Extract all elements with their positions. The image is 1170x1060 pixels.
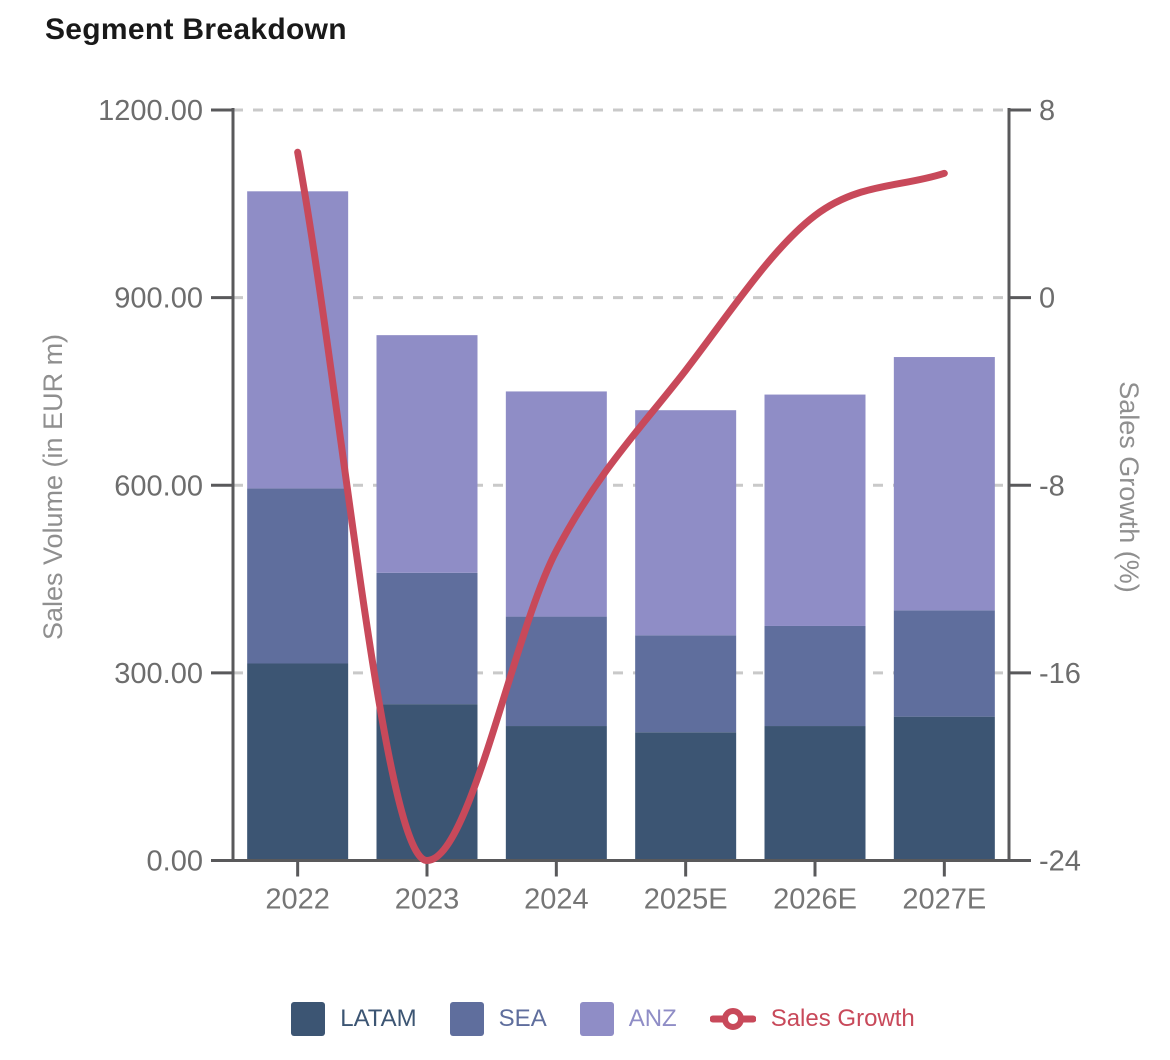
x-category-label: 2025E <box>644 884 728 916</box>
bar-segment-anz-2024 <box>505 391 607 617</box>
chart-title: Segment Breakdown <box>45 13 347 46</box>
right-tick-label: -8 <box>1039 470 1065 502</box>
growth-curve <box>294 148 948 864</box>
right-tick-label: -16 <box>1039 658 1081 690</box>
legend-label-latam: LATAM <box>340 1005 417 1032</box>
bar-segment-latam-2022 <box>247 663 349 861</box>
right-tick-label: 8 <box>1039 95 1055 127</box>
bar-segment-latam-2026E <box>764 726 866 861</box>
bar-segment-latam-2027E <box>893 716 995 861</box>
x-category-label: 2026E <box>773 884 857 916</box>
bar-segment-sea-2025E <box>635 635 737 733</box>
bar-segment-anz-2026E <box>764 394 866 626</box>
right-axis-title: Sales Growth (%) <box>1114 381 1144 593</box>
legend-label-sea: SEA <box>498 1005 547 1032</box>
sales-growth-line-icon <box>709 1006 756 1032</box>
bar-segment-sea-2027E <box>893 610 995 717</box>
sales-growth-line <box>294 148 948 864</box>
axes: 0.00 300.00 600.00 900.00 1200.00 -24 -16 -8 0 8 2… <box>98 95 1081 916</box>
left-tick-label: 900.00 <box>114 283 203 315</box>
legend-label-sales-growth: Sales Growth <box>770 1005 915 1032</box>
stacked-bars <box>247 191 995 861</box>
legend-ring <box>721 1008 744 1030</box>
bar-segment-anz-2027E <box>893 357 995 611</box>
left-tick-label: 1200.00 <box>98 95 203 127</box>
legend-item-sea[interactable]: SEA <box>449 1002 547 1036</box>
bar-segment-anz-2023 <box>376 335 478 573</box>
x-category-label: 2022 <box>265 884 330 916</box>
right-tick-label: 0 <box>1039 283 1055 315</box>
left-tick-label: 600.00 <box>114 470 203 502</box>
gridlines <box>233 108 1009 675</box>
bar-segment-sea-2023 <box>376 572 478 705</box>
legend: LATAM SEA ANZ Sales Growth <box>18 1002 1170 1036</box>
bar-segment-anz-2025E <box>635 410 737 636</box>
bar-segment-anz-2022 <box>247 191 349 489</box>
right-tick-label: -24 <box>1039 846 1081 878</box>
legend-item-latam[interactable]: LATAM <box>291 1002 417 1036</box>
bar-segment-latam-2025E <box>635 732 737 861</box>
latam-swatch-icon <box>291 1002 326 1036</box>
left-tick-label: 0.00 <box>147 846 203 878</box>
anz-swatch-icon <box>579 1002 614 1036</box>
bar-segment-latam-2024 <box>505 726 607 861</box>
left-tick-label: 300.00 <box>114 658 203 690</box>
x-category-label: 2023 <box>395 884 460 916</box>
left-axis-title: Sales Volume (in EUR m) <box>38 334 68 640</box>
x-category-label: 2027E <box>902 884 986 916</box>
x-category-label: 2024 <box>524 884 589 916</box>
legend-label-anz: ANZ <box>628 1005 677 1032</box>
legend-item-sales-growth[interactable]: Sales Growth <box>709 1005 915 1033</box>
sea-swatch-icon <box>449 1002 484 1036</box>
bar-segment-sea-2022 <box>247 488 349 664</box>
bar-segment-sea-2026E <box>764 625 866 727</box>
legend-item-anz[interactable]: ANZ <box>579 1002 677 1036</box>
